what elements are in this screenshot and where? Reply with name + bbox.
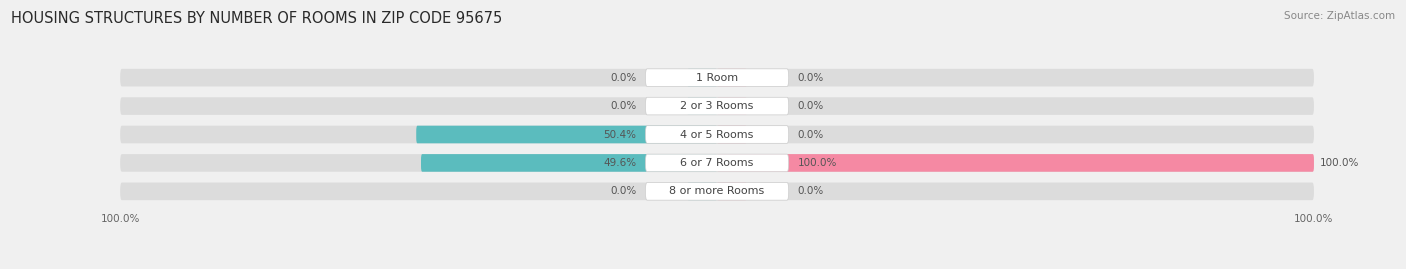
FancyBboxPatch shape: [645, 183, 789, 200]
Text: 0.0%: 0.0%: [797, 101, 824, 111]
Text: 0.0%: 0.0%: [797, 186, 824, 196]
Text: 0.0%: 0.0%: [610, 73, 637, 83]
FancyBboxPatch shape: [120, 183, 1315, 200]
FancyBboxPatch shape: [416, 126, 717, 143]
FancyBboxPatch shape: [717, 97, 747, 115]
Text: HOUSING STRUCTURES BY NUMBER OF ROOMS IN ZIP CODE 95675: HOUSING STRUCTURES BY NUMBER OF ROOMS IN…: [11, 11, 502, 26]
Text: 50.4%: 50.4%: [603, 129, 637, 140]
Text: 0.0%: 0.0%: [797, 73, 824, 83]
Text: 100.0%: 100.0%: [1320, 158, 1360, 168]
FancyBboxPatch shape: [645, 126, 789, 143]
Text: 0.0%: 0.0%: [610, 101, 637, 111]
FancyBboxPatch shape: [688, 183, 717, 200]
Text: 6 or 7 Rooms: 6 or 7 Rooms: [681, 158, 754, 168]
FancyBboxPatch shape: [120, 97, 1315, 115]
FancyBboxPatch shape: [688, 69, 717, 86]
FancyBboxPatch shape: [717, 126, 747, 143]
Text: 0.0%: 0.0%: [797, 129, 824, 140]
FancyBboxPatch shape: [420, 154, 717, 172]
Text: 8 or more Rooms: 8 or more Rooms: [669, 186, 765, 196]
Text: Source: ZipAtlas.com: Source: ZipAtlas.com: [1284, 11, 1395, 21]
Text: 49.6%: 49.6%: [603, 158, 637, 168]
FancyBboxPatch shape: [717, 154, 1315, 172]
FancyBboxPatch shape: [120, 126, 1315, 143]
Text: 100.0%: 100.0%: [797, 158, 837, 168]
FancyBboxPatch shape: [120, 69, 1315, 86]
FancyBboxPatch shape: [717, 69, 747, 86]
Text: 2 or 3 Rooms: 2 or 3 Rooms: [681, 101, 754, 111]
FancyBboxPatch shape: [645, 69, 789, 86]
FancyBboxPatch shape: [645, 97, 789, 115]
Text: 0.0%: 0.0%: [610, 186, 637, 196]
Text: 1 Room: 1 Room: [696, 73, 738, 83]
FancyBboxPatch shape: [717, 183, 747, 200]
Text: 4 or 5 Rooms: 4 or 5 Rooms: [681, 129, 754, 140]
FancyBboxPatch shape: [120, 154, 1315, 172]
FancyBboxPatch shape: [645, 154, 789, 172]
FancyBboxPatch shape: [688, 97, 717, 115]
